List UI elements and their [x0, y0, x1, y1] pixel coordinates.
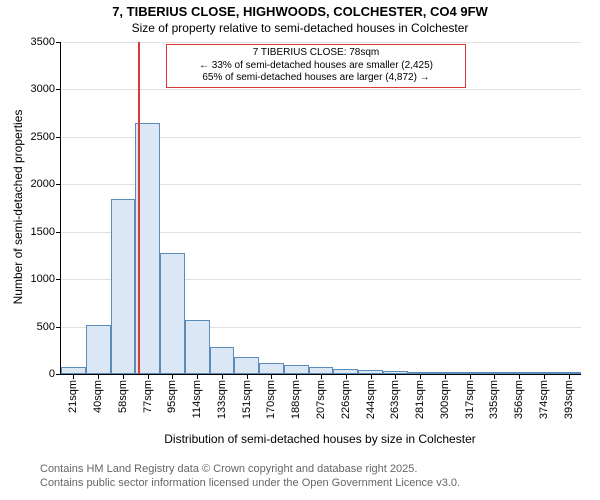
ytick-label: 2000: [31, 178, 61, 190]
histogram-bar: [111, 199, 136, 374]
histogram-bar: [86, 325, 111, 374]
histogram-bar: [234, 357, 259, 374]
footer-line1: Contains HM Land Registry data © Crown c…: [40, 462, 460, 476]
xtick-label: 374sqm: [538, 374, 550, 419]
histogram-bar: [185, 320, 210, 374]
xtick-label: 133sqm: [216, 374, 228, 419]
plot-area: 050010001500200025003000350021sqm40sqm58…: [60, 42, 581, 375]
chart-title-line1: 7, TIBERIUS CLOSE, HIGHWOODS, COLCHESTER…: [0, 4, 600, 19]
ytick-label: 1500: [31, 226, 61, 238]
xtick-label: 58sqm: [117, 374, 129, 413]
ytick-label: 3000: [31, 83, 61, 95]
xtick-label: 244sqm: [365, 374, 377, 419]
xtick-label: 207sqm: [315, 374, 327, 419]
footer-attribution: Contains HM Land Registry data © Crown c…: [40, 462, 460, 491]
xtick-label: 21sqm: [67, 374, 79, 413]
xtick-label: 226sqm: [340, 374, 352, 419]
annotation-line1: 7 TIBERIUS CLOSE: 78sqm: [171, 47, 461, 60]
xtick-label: 95sqm: [166, 374, 178, 413]
histogram-bar: [259, 363, 284, 374]
xtick-label: 151sqm: [241, 374, 253, 419]
xtick-label: 40sqm: [92, 374, 104, 413]
xtick-label: 114sqm: [191, 374, 203, 418]
xtick-label: 356sqm: [513, 374, 525, 419]
xtick-label: 300sqm: [439, 374, 451, 419]
xtick-label: 263sqm: [389, 374, 401, 419]
xtick-label: 335sqm: [488, 374, 500, 419]
histogram-bar: [210, 347, 235, 375]
chart-title-line2: Size of property relative to semi-detach…: [0, 21, 600, 35]
histogram-bar: [309, 367, 334, 374]
ytick-label: 500: [37, 321, 61, 333]
x-axis-label: Distribution of semi-detached houses by …: [60, 432, 580, 446]
ytick-label: 0: [49, 368, 61, 380]
annotation-box: 7 TIBERIUS CLOSE: 78sqm← 33% of semi-det…: [166, 44, 466, 88]
histogram-bar: [284, 365, 309, 374]
ytick-label: 2500: [31, 131, 61, 143]
annotation-line2: ← 33% of semi-detached houses are smalle…: [171, 60, 461, 73]
footer-line2: Contains public sector information licen…: [40, 476, 460, 490]
ytick-label: 1000: [31, 273, 61, 285]
chart-container: 7, TIBERIUS CLOSE, HIGHWOODS, COLCHESTER…: [0, 0, 600, 500]
y-axis-label: Number of semi-detached properties: [11, 107, 25, 307]
histogram-bar: [61, 367, 86, 374]
xtick-label: 281sqm: [414, 374, 426, 419]
xtick-label: 170sqm: [265, 374, 277, 419]
property-marker-line: [138, 42, 140, 374]
xtick-label: 393sqm: [563, 374, 575, 419]
ytick-label: 3500: [31, 36, 61, 48]
xtick-label: 317sqm: [464, 374, 476, 419]
annotation-line3: 65% of semi-detached houses are larger (…: [171, 72, 461, 85]
histogram-bar: [160, 253, 185, 374]
xtick-label: 77sqm: [142, 374, 154, 413]
xtick-label: 188sqm: [290, 374, 302, 419]
